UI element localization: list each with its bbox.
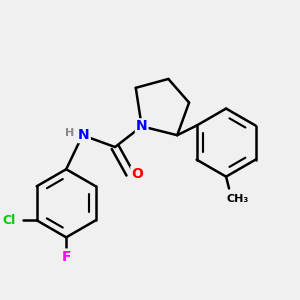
Text: F: F xyxy=(61,250,71,264)
Text: Cl: Cl xyxy=(2,214,15,227)
Text: O: O xyxy=(131,167,143,181)
Text: CH₃: CH₃ xyxy=(227,194,249,204)
Text: H: H xyxy=(64,128,74,138)
Text: N: N xyxy=(78,128,90,142)
Text: N: N xyxy=(136,119,148,133)
